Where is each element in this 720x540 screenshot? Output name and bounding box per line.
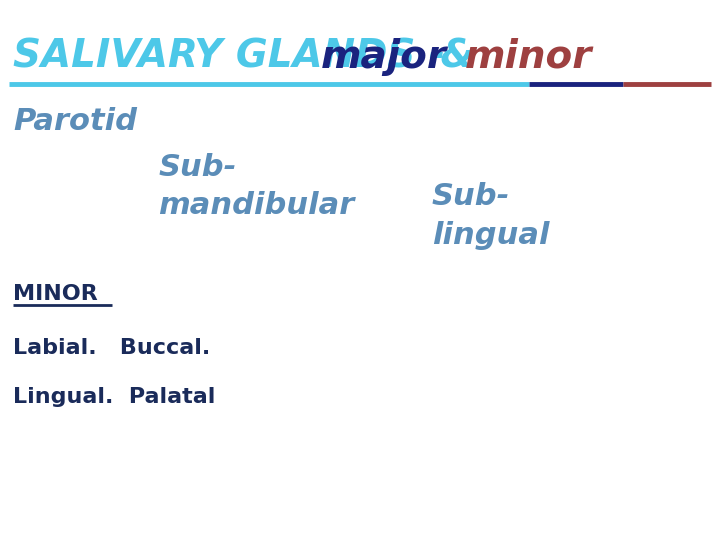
Text: Sub-
mandibular: Sub- mandibular [158, 153, 355, 220]
Text: Lingual.  Palatal: Lingual. Palatal [13, 387, 215, 407]
Text: MINOR: MINOR [13, 284, 98, 305]
Text: &: & [427, 38, 488, 76]
Text: Parotid: Parotid [13, 107, 137, 136]
Text: SALIVARY GLANDS -: SALIVARY GLANDS - [13, 38, 459, 76]
Text: Labial.   Buccal.: Labial. Buccal. [13, 338, 210, 359]
Text: major: major [320, 38, 446, 76]
Text: Sub-
lingual: Sub- lingual [432, 183, 549, 249]
Text: minor: minor [464, 38, 592, 76]
